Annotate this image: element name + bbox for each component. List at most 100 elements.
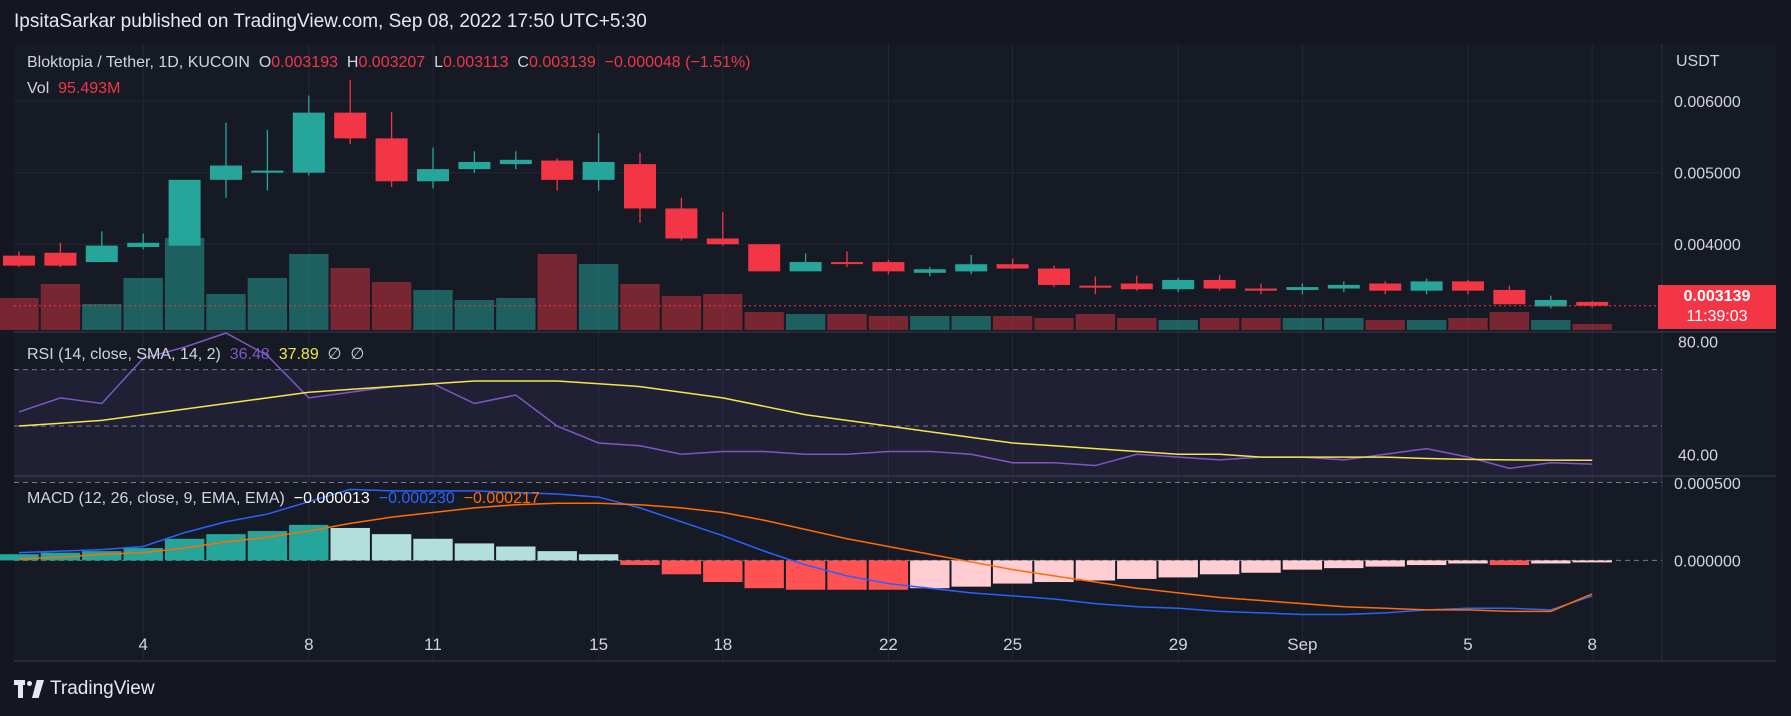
rsi-legend: RSI (14, close, SMA, 14, 2) 36.48 37.89 … — [27, 344, 364, 364]
price-legend: Bloktopia / Tether, 1D, KUCOIN O0.003193… — [27, 54, 751, 72]
volume-bar — [123, 278, 163, 330]
macd-histogram-bar — [1075, 560, 1116, 581]
rsi-line — [18, 332, 1593, 470]
macd-signal-line — [18, 502, 1593, 613]
time-axis-tick: 4 — [138, 635, 147, 654]
candle-body — [127, 242, 160, 248]
candle-body — [541, 160, 574, 180]
volume-bar — [1282, 318, 1323, 330]
candle-body — [1410, 281, 1443, 291]
macd-histogram-bar — [330, 527, 370, 561]
macd-histogram-bar — [164, 538, 205, 561]
macd-histogram-bar — [992, 560, 1033, 584]
symbol-label: Bloktopia / Tether, 1D, KUCOIN — [27, 54, 250, 71]
candle-body — [168, 179, 201, 246]
volume-bar — [1531, 320, 1571, 330]
volume-bar — [537, 254, 577, 330]
change-value: −0.000048 (−1.51%) — [604, 54, 751, 71]
macd-histogram-bar — [1282, 560, 1323, 570]
time-axis-tick: 8 — [1587, 635, 1596, 654]
candle-body — [3, 255, 35, 266]
close-label: C — [517, 54, 529, 71]
volume-bar — [247, 278, 288, 330]
vol-value: 95.493M — [58, 80, 121, 97]
macd-histogram-bar — [537, 551, 577, 561]
publish-header: IpsitaSarkar published on TradingView.co… — [14, 11, 647, 32]
close-value: 0.003139 — [528, 54, 596, 71]
last-price: 0.003139 — [1683, 288, 1751, 305]
candle-body — [292, 112, 325, 173]
price-axis-unit: USDT — [1676, 53, 1720, 70]
macd-histogram-bar — [123, 548, 163, 561]
candle-body — [1534, 299, 1567, 307]
volume-bar — [1075, 314, 1116, 330]
macd-histogram-bar — [0, 554, 39, 561]
footer-brand: TradingView — [14, 678, 155, 700]
candle-body — [499, 159, 532, 165]
open-value: 0.003193 — [271, 54, 338, 71]
time-axis-tick: 22 — [879, 635, 898, 654]
macd-histogram-bar — [1199, 560, 1240, 575]
time-axis-tick: 15 — [589, 635, 608, 654]
macd-axis-tick: 0.000000 — [1674, 553, 1741, 570]
volume-bar — [951, 316, 991, 330]
volume-bar — [1034, 318, 1074, 330]
candle-body — [1576, 301, 1609, 306]
macd-histogram-bar — [413, 538, 453, 561]
macd-histogram-bar — [1324, 560, 1364, 569]
macd-histogram-bar — [744, 560, 784, 589]
macd-histogram-bar — [454, 543, 495, 561]
volume-bar — [82, 304, 122, 330]
volume-bar — [1117, 318, 1157, 330]
candle-body — [1369, 283, 1402, 291]
time-axis-tick: 25 — [1003, 635, 1022, 654]
high-label: H — [346, 54, 359, 71]
vol-label: Vol — [27, 80, 50, 97]
macd-histogram-bar — [1117, 560, 1157, 579]
tradingview-logo-icon — [14, 680, 44, 698]
volume-bar — [454, 300, 495, 330]
macd-histogram-bar — [289, 524, 329, 561]
candle-body — [1038, 268, 1070, 285]
rsi-value: 36.48 — [229, 346, 270, 363]
candle-body — [44, 252, 77, 266]
macd-histogram-bar — [40, 552, 81, 561]
candle-body — [831, 262, 863, 265]
macd-signal-value: −0.000217 — [463, 490, 540, 507]
rsi-label: RSI (14, close, SMA, 14, 2) — [27, 346, 221, 363]
macd-histogram-bar — [910, 560, 950, 589]
volume-bar — [992, 316, 1033, 330]
bar-countdown: 11:39:03 — [1686, 308, 1748, 325]
candle-body — [913, 269, 946, 273]
volume-bar — [661, 296, 702, 330]
volume-bar — [1572, 324, 1612, 330]
macd-histogram-bar — [82, 551, 122, 561]
candle-body — [458, 161, 491, 170]
candle-body — [624, 164, 656, 209]
candle-body — [665, 208, 698, 239]
volume-bar — [206, 294, 246, 330]
macd-histogram-bar — [371, 534, 412, 561]
candle-body — [1079, 285, 1112, 288]
time-axis-tick: 11 — [424, 635, 442, 654]
volume-bar — [1241, 318, 1281, 330]
macd-axis-tick: 0.000500 — [1674, 476, 1741, 493]
rsi-axis-tick: 80.00 — [1678, 334, 1718, 351]
volume-bar — [1365, 320, 1405, 330]
candle-body — [417, 169, 449, 182]
macd-histogram-bar — [661, 560, 702, 575]
volume-bar — [744, 312, 784, 330]
time-axis-tick: 18 — [713, 635, 732, 654]
macd-histogram-bar — [620, 560, 660, 566]
volume-bar — [164, 238, 205, 330]
time-axis-tick: 29 — [1169, 635, 1188, 654]
volume-bar — [40, 284, 81, 330]
macd-histogram-bar — [1406, 560, 1447, 566]
macd-histogram-bar — [496, 546, 536, 561]
candle-body — [1203, 279, 1236, 289]
volume-bar — [413, 290, 453, 330]
open-label: O — [258, 54, 272, 71]
low-value: 0.003113 — [442, 54, 509, 71]
volume-bar — [0, 298, 39, 330]
